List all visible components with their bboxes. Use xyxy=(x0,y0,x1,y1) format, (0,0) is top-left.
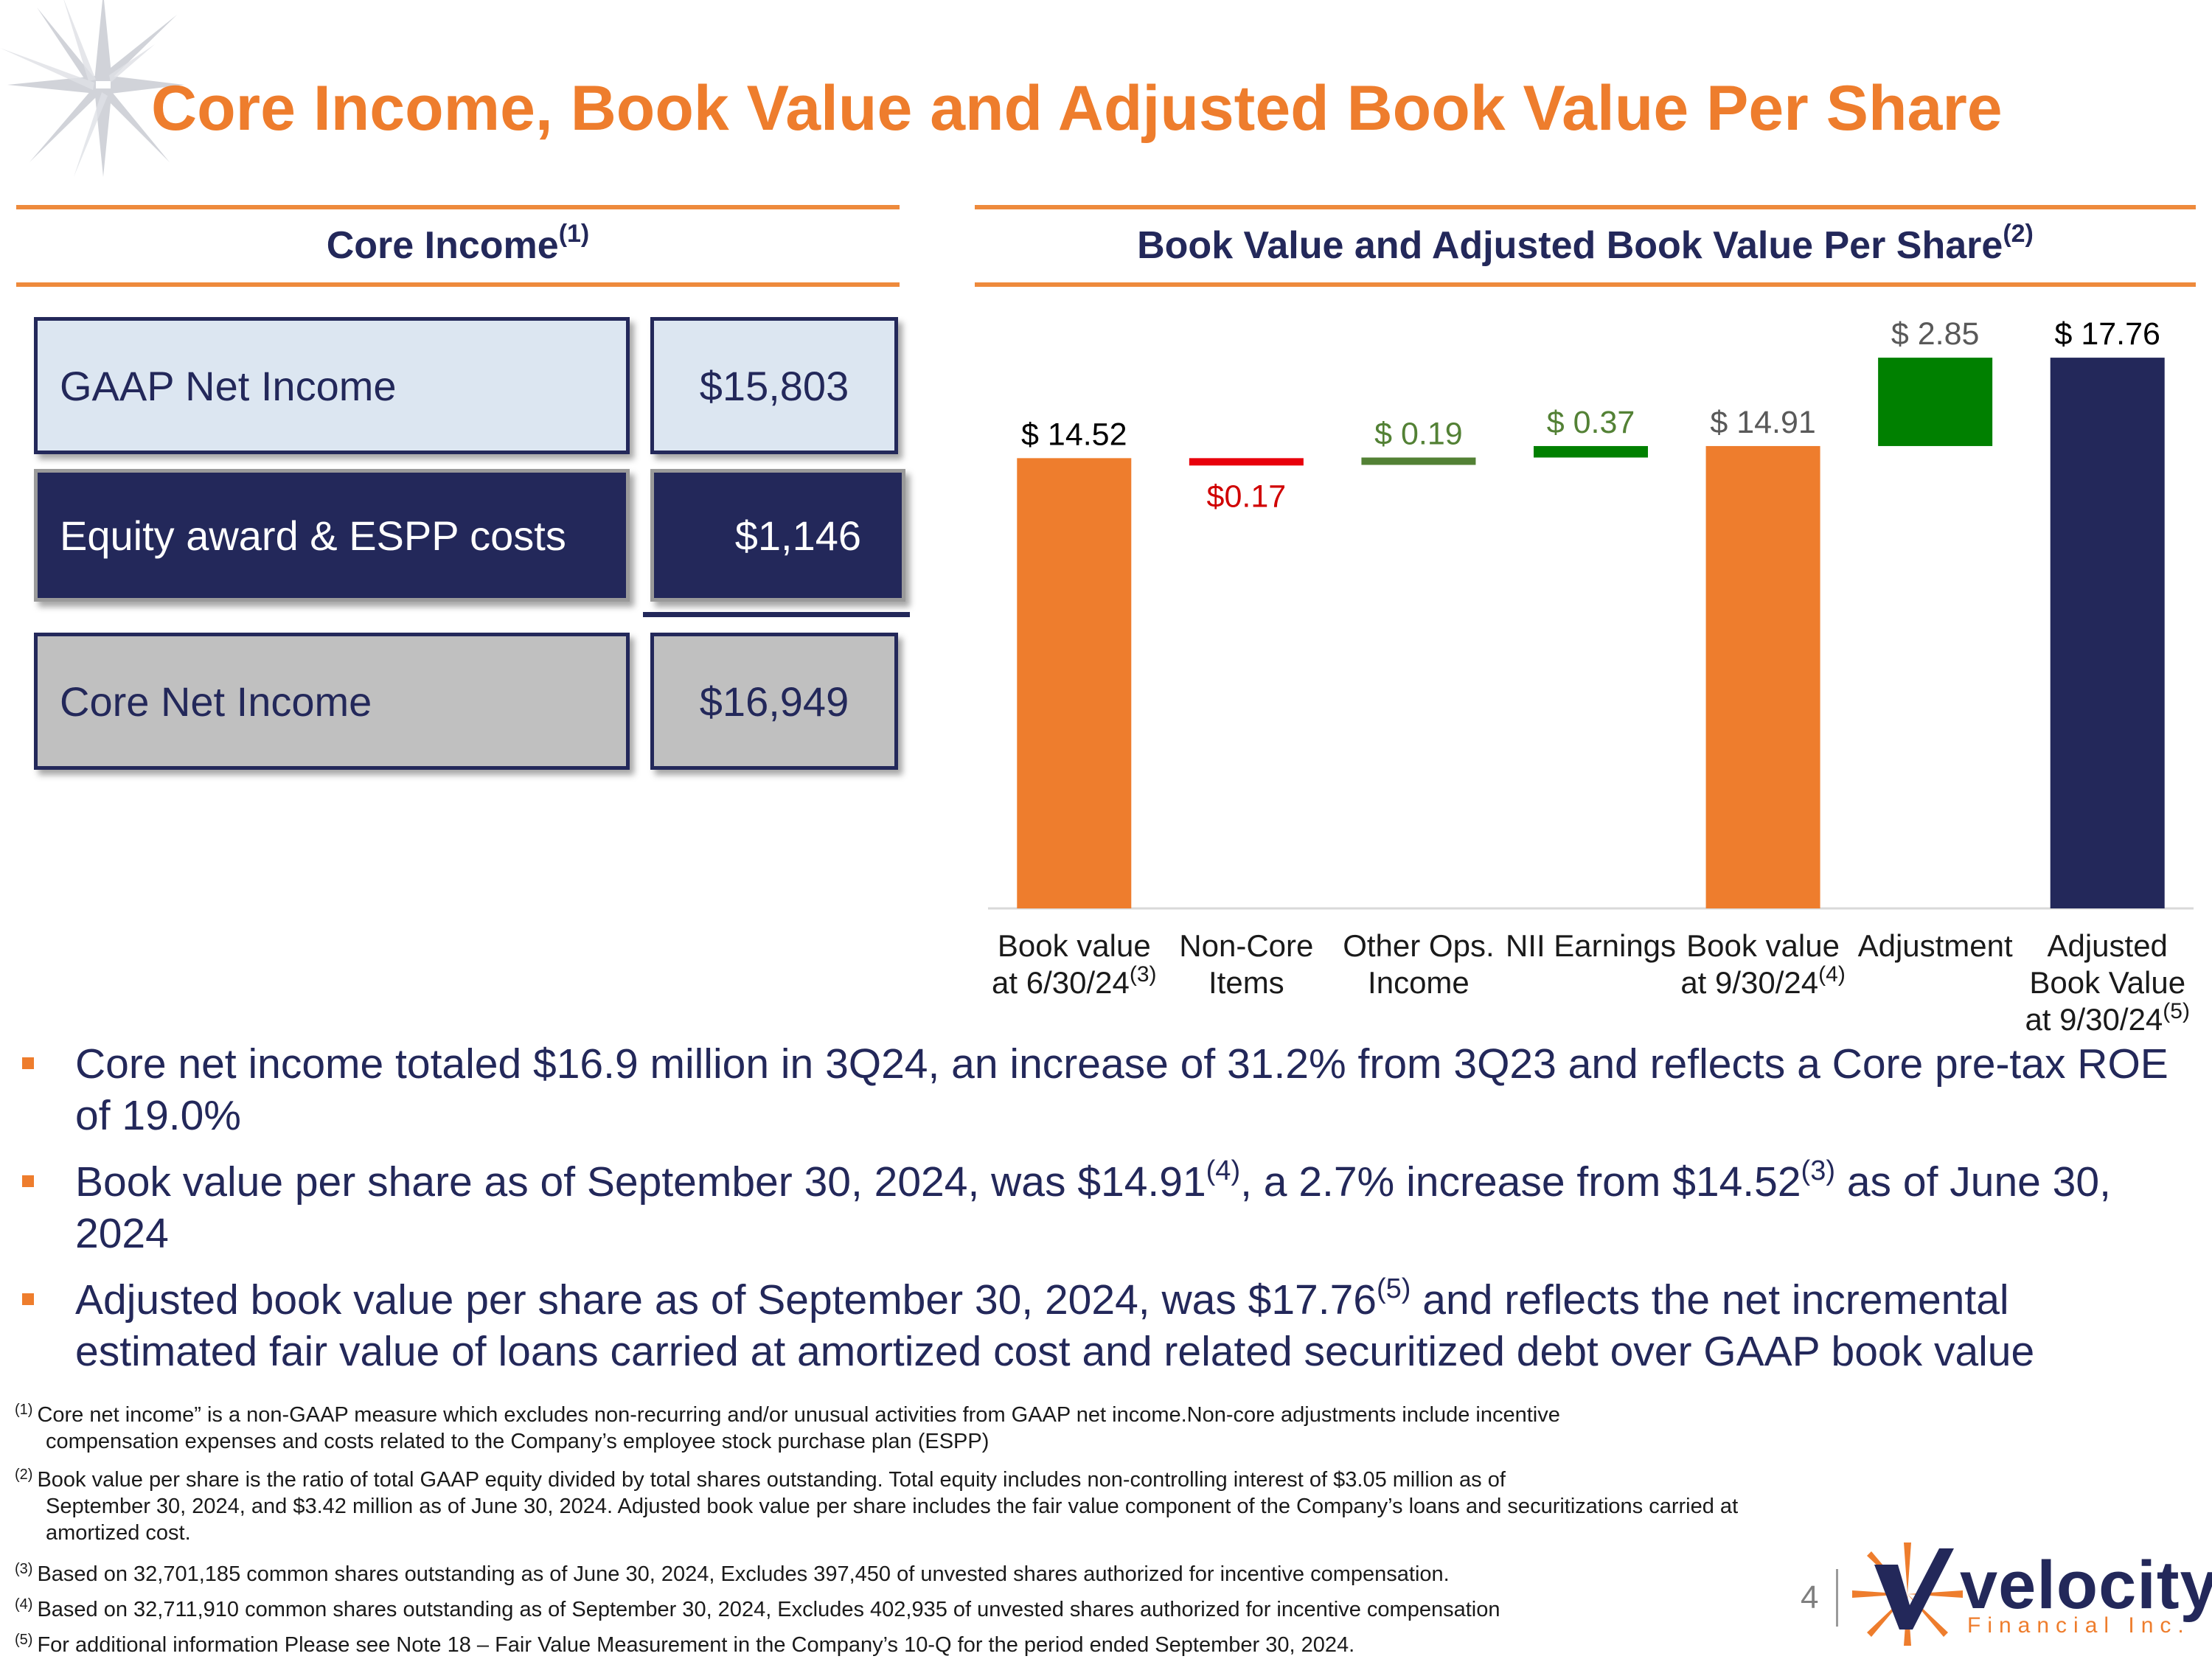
core-net-income-label: Core Net Income xyxy=(34,633,630,770)
bullet-square-icon xyxy=(22,1175,34,1187)
waterfall-data-label-5: $ 14.91 xyxy=(1710,405,1815,440)
velocity-logo-icon xyxy=(1852,1543,1963,1646)
velocity-logo-tagline: Financial Inc. xyxy=(1967,1613,2191,1638)
book-value-bottom-rule xyxy=(975,282,2196,287)
waterfall-bar-3 xyxy=(1361,457,1476,465)
page-number: 4 xyxy=(1801,1579,1819,1615)
footnote: (2) Book value per share is the ratio of … xyxy=(15,1467,1739,1545)
velocity-logo-wordmark: velocity xyxy=(1960,1548,2212,1623)
bullet-item: Core net income totaled $16.9 million in… xyxy=(22,1038,2175,1141)
footnote: (1) Core net income” is a non-GAAP measur… xyxy=(15,1402,1560,1453)
waterfall-bar-7 xyxy=(2050,358,2165,908)
core-income-header: Core Income(1) xyxy=(326,220,590,267)
chart-category-label: NII Earnings xyxy=(1505,928,1677,963)
gaap-net-income-value: $15,803 xyxy=(650,317,898,454)
chart-category-label: Non-Core Items xyxy=(1179,928,1314,1000)
page-title: Core Income, Book Value and Adjusted Boo… xyxy=(151,73,2003,144)
book-value-top-rule xyxy=(975,205,2196,209)
chart-category-label: Adjusted Book Value at 9/30/24(5) xyxy=(2025,928,2190,1037)
chart-category-label: Book value at 6/30/24(3) xyxy=(992,928,1157,1000)
sum-underline xyxy=(643,612,910,617)
waterfall-data-label-7: $ 17.76 xyxy=(2054,316,2160,352)
core-net-income-value: $16,949 xyxy=(650,633,898,770)
bullet-square-icon xyxy=(22,1293,34,1305)
gaap-net-income-label: GAAP Net Income xyxy=(34,317,630,454)
book-value-header: Book Value and Adjusted Book Value Per S… xyxy=(1137,220,2034,267)
equity-award-espp-value: $1,146 xyxy=(650,469,905,602)
chart-category-label: Book value at 9/30/24(4) xyxy=(1680,928,1846,1000)
footnote: (4) Based on 32,711,910 common shares out… xyxy=(15,1596,1500,1621)
chart-category-label: Adjustment xyxy=(1857,928,2013,963)
waterfall-bar-4 xyxy=(1534,445,1648,458)
core-income-top-rule xyxy=(16,205,900,209)
waterfall-bar-2 xyxy=(1189,458,1304,466)
bullet-square-icon xyxy=(22,1057,34,1069)
waterfall-bar-6 xyxy=(1878,358,1993,446)
bullet-item: Book value per share as of September 30,… xyxy=(22,1156,2175,1259)
compass-star-decoration xyxy=(0,0,184,177)
waterfall-data-label-3: $ 0.19 xyxy=(1374,417,1463,452)
core-income-bottom-rule xyxy=(16,282,900,287)
waterfall-data-label-6: $ 2.85 xyxy=(1891,316,1980,352)
bullet-item: Adjusted book value per share as of Sept… xyxy=(22,1274,2175,1377)
waterfall-data-label-2: $0.17 xyxy=(1207,479,1287,514)
waterfall-data-label-4: $ 0.37 xyxy=(1547,405,1635,440)
footnote: (3) Based on 32,701,185 common shares out… xyxy=(15,1561,1450,1586)
page-number-divider xyxy=(1836,1569,1838,1627)
equity-award-espp-label: Equity award & ESPP costs xyxy=(34,469,630,602)
footnote: (5) For additional information Please see… xyxy=(15,1632,1355,1657)
waterfall-data-label-1: $ 14.52 xyxy=(1021,417,1127,452)
chart-category-label: Other Ops. Income xyxy=(1343,928,1495,1000)
waterfall-bar-5 xyxy=(1705,445,1820,908)
waterfall-bar-1 xyxy=(1017,458,1132,908)
